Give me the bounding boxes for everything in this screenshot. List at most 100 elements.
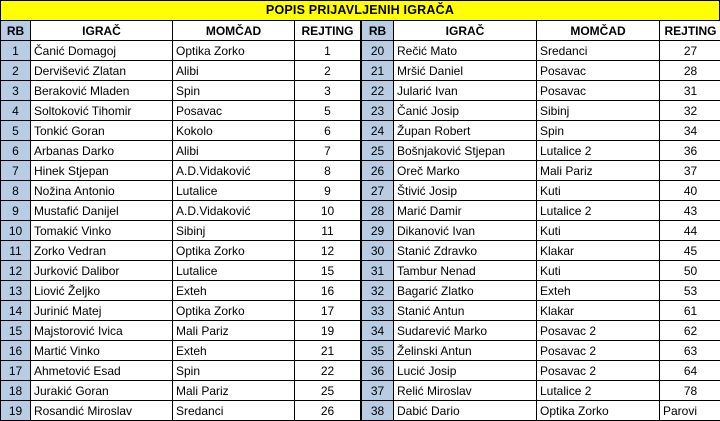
team-cell: Klakar <box>536 240 660 261</box>
player-name-cell: Oreč Marko <box>393 160 537 181</box>
team-cell: Mali Pariz <box>536 160 660 181</box>
column-header-team: MOMČAD <box>536 20 660 41</box>
tables-container: RB IGRAČ MOMČAD REJTING 1 Čanić Domagoj Op… <box>0 20 720 421</box>
rating-cell: 25 <box>294 380 361 401</box>
team-cell: Sredanci <box>172 400 295 421</box>
team-cell: Posavac 2 <box>536 340 660 361</box>
rating-cell: 31 <box>659 80 720 101</box>
table-row: 4 Soltoković Tihomir Posavac 5 <box>0 100 361 121</box>
rb-cell: 31 <box>361 260 394 281</box>
player-name-cell: Bagarić Zlatko <box>393 280 537 301</box>
rb-cell: 22 <box>361 80 394 101</box>
players-table-right: RB IGRAČ MOMČAD REJTING 20 Rečić Mato Sred… <box>361 20 720 421</box>
team-cell: Sibinj <box>172 220 295 241</box>
column-header-team: MOMČAD <box>172 20 295 41</box>
rating-cell: 27 <box>659 40 720 61</box>
rb-cell: 15 <box>0 320 31 341</box>
rating-cell: 64 <box>659 360 720 381</box>
rb-cell: 3 <box>0 80 31 101</box>
rating-cell: 78 <box>659 380 720 401</box>
table-row: 7 Hinek Stjepan A.D.Vidaković 8 <box>0 160 361 181</box>
team-cell: Spin <box>172 360 295 381</box>
column-header-rating: REJTING <box>659 20 720 41</box>
rb-cell: 30 <box>361 240 394 261</box>
table-row: 16 Martić Vinko Exteh 21 <box>0 340 361 361</box>
rating-cell: 44 <box>659 220 720 241</box>
player-name-cell: Mršić Daniel <box>393 60 537 81</box>
rb-cell: 25 <box>361 140 394 161</box>
rb-cell: 37 <box>361 380 394 401</box>
rb-cell: 12 <box>0 260 31 281</box>
table-row: 5 Tonkić Goran Kokolo 6 <box>0 120 361 141</box>
player-name-cell: Sudarević Marko <box>393 320 537 341</box>
table-row: 3 Beraković Mladen Spin 3 <box>0 80 361 101</box>
player-name-cell: Hinek Stjepan <box>30 160 173 181</box>
rb-cell: 17 <box>0 360 31 381</box>
rating-cell: 16 <box>294 280 361 301</box>
player-name-cell: Tomakić Vinko <box>30 220 173 241</box>
rb-cell: 8 <box>0 180 31 201</box>
rating-cell: 1 <box>294 40 361 61</box>
team-cell: Optika Zorko <box>536 400 660 421</box>
rating-cell: 6 <box>294 120 361 141</box>
table-row: 29 Dikanović Ivan Kuti 44 <box>361 220 720 241</box>
player-name-cell: Rosandić Miroslav <box>30 400 173 421</box>
rating-cell: 8 <box>294 160 361 181</box>
rb-cell: 4 <box>0 100 31 121</box>
player-name-cell: Nožina Antonio <box>30 180 173 201</box>
table-row: 17 Ahmetović Esad Spin 22 <box>0 360 361 381</box>
team-cell: Mali Pariz <box>172 320 295 341</box>
rb-cell: 7 <box>0 160 31 181</box>
player-name-cell: Tonkić Goran <box>30 120 173 141</box>
player-name-cell: Dervišević Zlatan <box>30 60 173 81</box>
table-row: 12 Jurković Dalibor Lutalice 15 <box>0 260 361 281</box>
player-name-cell: Stanić Zdravko <box>393 240 537 261</box>
player-name-cell: Župan Robert <box>393 120 537 141</box>
player-name-cell: Dikanović Ivan <box>393 220 537 241</box>
rb-cell: 35 <box>361 340 394 361</box>
table-row: 30 Stanić Zdravko Klakar 45 <box>361 240 720 261</box>
team-cell: Posavac <box>172 100 295 121</box>
rating-cell: 61 <box>659 300 720 321</box>
table-row: 37 Relić Miroslav Lutalice 2 78 <box>361 380 720 401</box>
table-row: 9 Mustafić Danijel A.D.Vidaković 10 <box>0 200 361 221</box>
player-name-cell: Mustafić Danijel <box>30 200 173 221</box>
rating-cell: 43 <box>659 200 720 221</box>
rating-cell: 22 <box>294 360 361 381</box>
table-row: 35 Želinski Antun Posavac 2 63 <box>361 340 720 361</box>
rating-cell: Parovi <box>659 400 720 421</box>
table-row: 26 Oreč Marko Mali Pariz 37 <box>361 160 720 181</box>
team-cell: Kuti <box>536 260 660 281</box>
header-row: RB IGRAČ MOMČAD REJTING <box>361 20 720 41</box>
column-header-rating: REJTING <box>294 20 361 41</box>
rb-cell: 9 <box>0 200 31 221</box>
table-row: 11 Zorko Vedran Optika Zorko 12 <box>0 240 361 261</box>
rb-cell: 14 <box>0 300 31 321</box>
team-cell: Exteh <box>172 340 295 361</box>
team-cell: Alibi <box>172 60 295 81</box>
rating-cell: 5 <box>294 100 361 121</box>
rb-cell: 11 <box>0 240 31 261</box>
rating-cell: 40 <box>659 180 720 201</box>
team-cell: Kuti <box>536 220 660 241</box>
table-row: 27 Štivić Josip Kuti 40 <box>361 180 720 201</box>
team-cell: Optika Zorko <box>172 300 295 321</box>
team-cell: Spin <box>536 120 660 141</box>
player-name-cell: Želinski Antun <box>393 340 537 361</box>
rb-cell: 16 <box>0 340 31 361</box>
team-cell: Optika Zorko <box>172 240 295 261</box>
player-name-cell: Štivić Josip <box>393 180 537 201</box>
table-row: 8 Nožina Antonio Lutalice 9 <box>0 180 361 201</box>
table-row: 2 Dervišević Zlatan Alibi 2 <box>0 60 361 81</box>
player-name-cell: Tambur Nenad <box>393 260 537 281</box>
rating-cell: 19 <box>294 320 361 341</box>
table-row: 23 Čanić Josip Sibinj 32 <box>361 100 720 121</box>
rb-cell: 27 <box>361 180 394 201</box>
rb-cell: 34 <box>361 320 394 341</box>
players-table-left: RB IGRAČ MOMČAD REJTING 1 Čanić Domagoj Op… <box>0 20 361 421</box>
team-cell: Lutalice 2 <box>536 200 660 221</box>
player-name-cell: Relić Miroslav <box>393 380 537 401</box>
rating-cell: 17 <box>294 300 361 321</box>
table-row: 1 Čanić Domagoj Optika Zorko 1 <box>0 40 361 61</box>
